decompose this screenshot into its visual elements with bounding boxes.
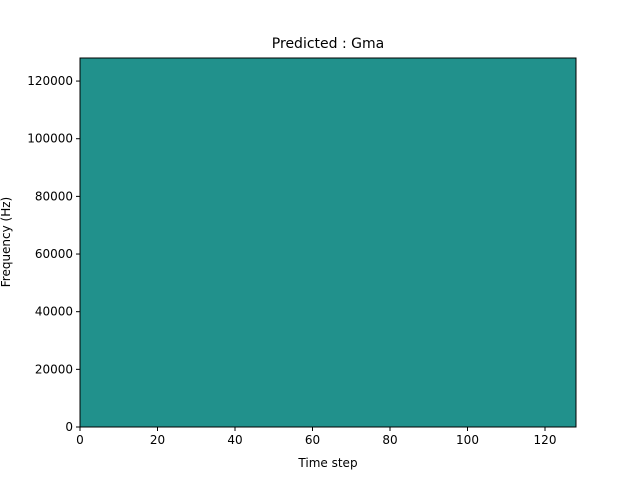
y-tick-label: 20000 xyxy=(35,362,73,376)
plot-area xyxy=(80,58,576,427)
x-axis-label: Time step xyxy=(297,456,357,470)
x-tick-label: 80 xyxy=(382,433,397,447)
y-tick-label: 60000 xyxy=(35,247,73,261)
y-tick-label: 80000 xyxy=(35,189,73,203)
y-axis-label: Frequency (Hz) xyxy=(0,197,13,288)
x-tick-label: 60 xyxy=(305,433,320,447)
x-tick-label: 0 xyxy=(76,433,84,447)
x-tick-label: 40 xyxy=(227,433,242,447)
y-tick-label: 40000 xyxy=(35,305,73,319)
x-axis: 0 20 40 60 80 100 120 xyxy=(76,427,556,447)
y-axis: 0 20000 40000 60000 80000 100000 120000 xyxy=(27,74,80,434)
y-tick-label: 120000 xyxy=(27,74,73,88)
x-tick-label: 120 xyxy=(534,433,557,447)
y-tick-label: 0 xyxy=(65,420,73,434)
y-tick-label: 100000 xyxy=(27,132,73,146)
chart-title: Predicted : Gma xyxy=(272,36,384,52)
x-tick-label: 20 xyxy=(150,433,165,447)
heatmap-background xyxy=(80,58,576,427)
x-tick-label: 100 xyxy=(456,433,479,447)
